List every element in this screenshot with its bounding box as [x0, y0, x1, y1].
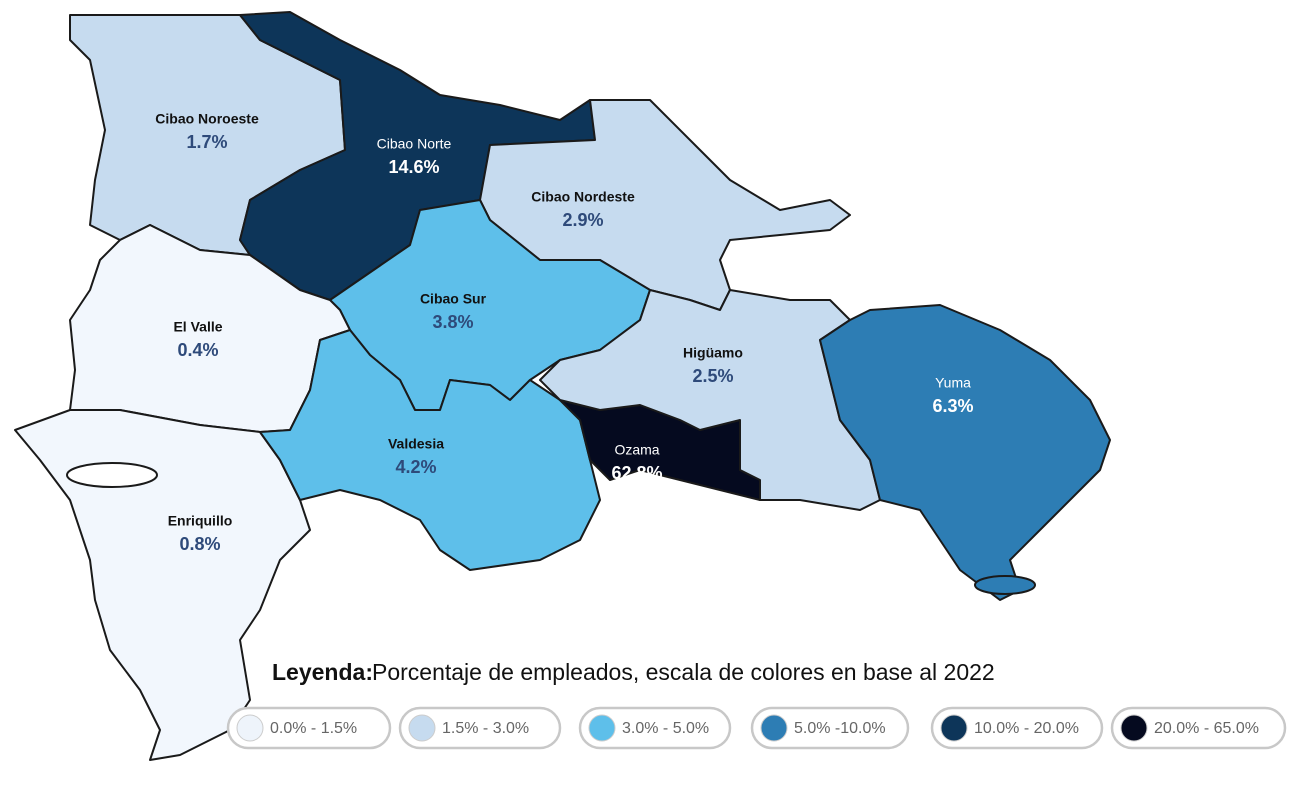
region-value: 62.8%: [611, 463, 662, 483]
legend-pill: [398, 706, 562, 750]
region-value: 2.5%: [692, 366, 733, 386]
region-value: 0.8%: [179, 534, 220, 554]
legend-swatch: [940, 714, 968, 742]
region-name: Ozama: [614, 442, 659, 458]
legend-label: 3.0% - 5.0%: [622, 720, 709, 737]
island: [974, 575, 1036, 595]
region-value: 3.8%: [432, 312, 473, 332]
region-name: Cibao Norte: [377, 136, 452, 152]
regions: [14, 11, 1111, 761]
legend-swatch: [1120, 714, 1148, 742]
region-value: 14.6%: [388, 157, 439, 177]
region-value: 1.7%: [186, 132, 227, 152]
legend-label: 20.0% - 65.0%: [1154, 720, 1259, 737]
legend-label: 5.0% -10.0%: [794, 720, 886, 737]
legend-swatch: [236, 714, 264, 742]
region-value: 0.4%: [177, 340, 218, 360]
region: [819, 304, 1111, 601]
region-name: Cibao Sur: [420, 291, 487, 307]
legend-swatch: [408, 714, 436, 742]
legend-title-bold: Leyenda:: [272, 659, 373, 685]
region-name: Valdesia: [388, 436, 444, 452]
legend-pill: [1110, 706, 1287, 750]
region-name: Cibao Noroeste: [155, 111, 259, 127]
legend-pill: [226, 706, 392, 750]
legend-pill: [750, 706, 910, 750]
region-name: El Valle: [173, 319, 222, 335]
region-value: 2.9%: [562, 210, 603, 230]
legend-pill: [930, 706, 1104, 750]
lake: [66, 462, 158, 488]
legend-label: 1.5% - 3.0%: [442, 720, 529, 737]
legend-swatch: [588, 714, 616, 742]
region-value: 6.3%: [932, 396, 973, 416]
region-value: 4.2%: [395, 457, 436, 477]
legend-pill: [578, 706, 732, 750]
region-name: Enriquillo: [168, 513, 233, 529]
legend-title: Porcentaje de empleados, escala de color…: [372, 659, 995, 685]
legend-label: 10.0% - 20.0%: [974, 720, 1079, 737]
legend-swatch: [760, 714, 788, 742]
legend-label: 0.0% - 1.5%: [270, 720, 357, 737]
region-name: Cibao Nordeste: [531, 189, 635, 205]
region-name: Higüamo: [683, 345, 743, 361]
region-name: Yuma: [935, 375, 971, 391]
